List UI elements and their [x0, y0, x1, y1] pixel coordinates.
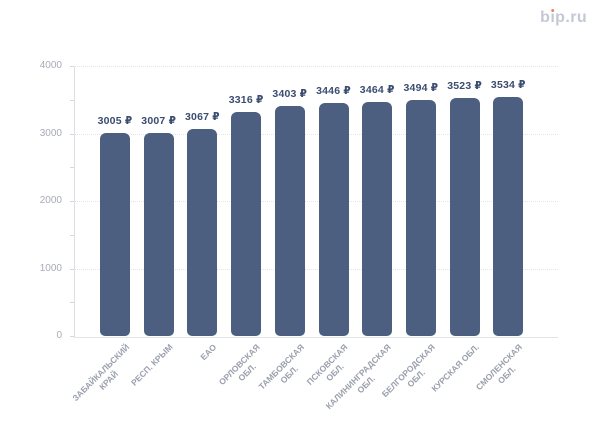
y-axis-tick: [70, 302, 74, 304]
gridline-3000: [74, 133, 558, 135]
bar-value-label: 3494 ₽: [403, 82, 439, 94]
plot-area: 3005 ₽ 3007 ₽ 3067 ₽ 3316 ₽ 3403 ₽ 3446 ₽ 3464…: [74, 66, 558, 336]
y-axis-tick: [70, 66, 74, 67]
y-axis-tick: [70, 167, 74, 169]
x-axis-category-label: ТАМБОВСКАЯ ОБЛ.: [256, 342, 306, 392]
bar-value-label: 3007 ₽: [141, 115, 177, 127]
y-axis-tick: [70, 99, 74, 101]
gridline-1000: [74, 268, 558, 270]
y-axis-tick: [70, 201, 74, 202]
logo-orange-dot: [550, 8, 555, 13]
x-axis-category-label: ЕАО: [198, 342, 219, 363]
bar-value-label: 3005 ₽: [97, 115, 133, 127]
y-axis-tick-label: 4000: [39, 60, 62, 71]
logo-letter-i: ı: [550, 8, 556, 26]
y-axis-tick-label: 2000: [39, 195, 62, 206]
bar-10[interactable]: [493, 97, 524, 336]
y-axis-tick: [70, 336, 74, 337]
y-axis-tick: [70, 234, 74, 236]
bar-value-label: 3403 ₽: [272, 88, 308, 100]
bar-3[interactable]: [187, 129, 218, 336]
x-axis-line: [74, 337, 558, 338]
bar-6[interactable]: [318, 103, 349, 336]
bar-9[interactable]: [449, 98, 480, 336]
bar-8[interactable]: [405, 100, 436, 336]
x-axis-category-label: ЗАБАЙКАЛЬСКИЙ КРАЙ: [70, 342, 132, 404]
bar-4[interactable]: [231, 112, 262, 336]
gridline-4000: [74, 66, 558, 67]
bar-5[interactable]: [274, 106, 305, 336]
bar-value-label: 3464 ₽: [359, 84, 395, 96]
x-axis-category-label: РЕСП. КРЫМ: [129, 342, 175, 388]
y-axis-tick: [70, 268, 74, 270]
bar-value-label: 3067 ₽: [184, 111, 220, 123]
bar-value-label: 3523 ₽: [447, 80, 482, 92]
bip-ru-logo[interactable]: bı p.ru: [540, 8, 587, 26]
y-axis-tick: [70, 133, 74, 135]
y-axis-tick-label: 1000: [39, 262, 62, 274]
bar-7[interactable]: [362, 102, 393, 336]
bar-2[interactable]: [143, 133, 174, 336]
y-axis-tick-label: 0: [56, 330, 62, 341]
x-axis-category-label: СМОЛЕНСКАЯ ОБЛ.: [474, 342, 525, 393]
bar-value-label: 3534 ₽: [490, 79, 526, 91]
bar-1[interactable]: [100, 133, 130, 336]
y-axis-tick-label: 3000: [39, 127, 62, 139]
gridline-2000: [74, 201, 558, 202]
bar-value-label: 3446 ₽: [316, 85, 351, 97]
bar-value-label: 3316 ₽: [228, 94, 264, 106]
